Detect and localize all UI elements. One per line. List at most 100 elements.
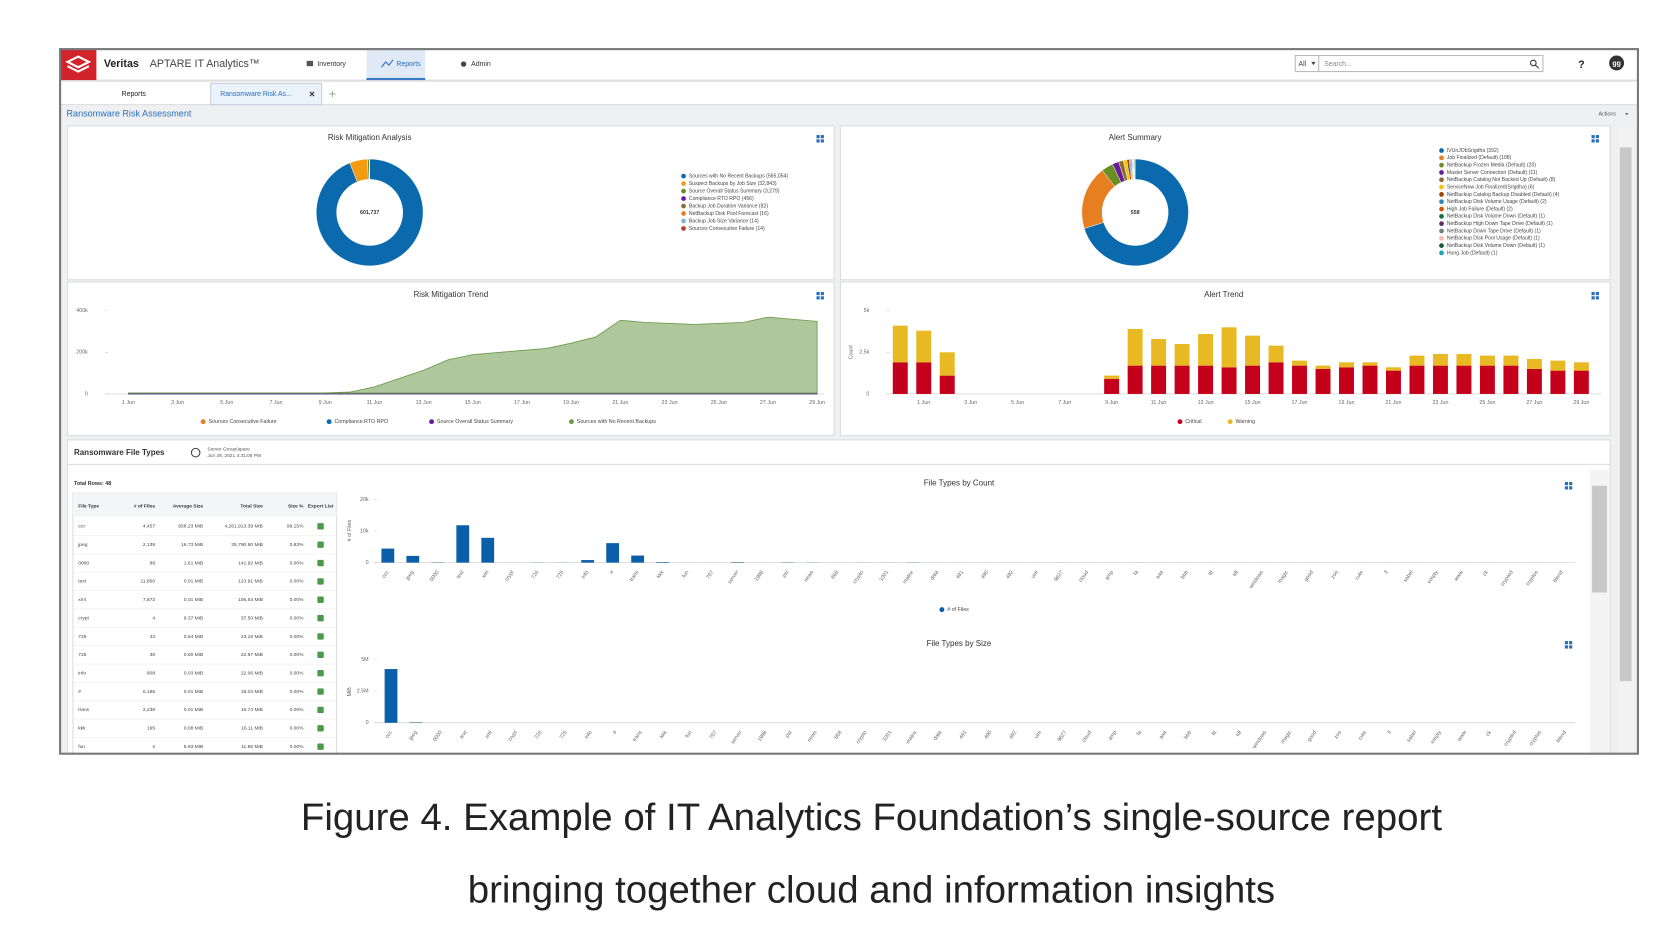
bar[interactable] (1550, 370, 1566, 394)
bar[interactable] (1503, 365, 1519, 394)
bar[interactable] (1526, 358, 1542, 369)
export-icon[interactable] (317, 725, 324, 732)
legend-label[interactable]: Warning (1235, 419, 1255, 425)
bar[interactable] (1221, 367, 1237, 394)
expand-icon[interactable] (820, 296, 824, 300)
bar[interactable] (1339, 367, 1354, 394)
legend-label[interactable]: NetBackup Disk Pool Usage (Default) (1) (1447, 236, 1540, 242)
expand-icon[interactable] (1564, 482, 1569, 486)
legend-label[interactable]: Source Overall Status Summary (3,279) (689, 188, 780, 194)
expand-icon[interactable] (1595, 291, 1599, 296)
bar[interactable] (1245, 365, 1261, 394)
bar[interactable] (381, 548, 395, 563)
bar[interactable] (1526, 368, 1542, 394)
export-icon[interactable] (317, 706, 324, 714)
bar[interactable] (1386, 370, 1401, 394)
expand-icon[interactable] (1595, 296, 1599, 300)
bar[interactable] (1127, 365, 1143, 394)
legend-label[interactable]: NetBackup High Down Tape Drive (Default)… (1447, 221, 1553, 227)
search-icon[interactable] (1530, 59, 1537, 67)
bar[interactable] (1198, 365, 1214, 394)
bar[interactable] (384, 669, 398, 723)
legend-label[interactable]: # of Files (947, 607, 969, 613)
bar[interactable] (939, 352, 955, 376)
bar[interactable] (1386, 367, 1401, 371)
export-icon[interactable] (317, 651, 324, 659)
expand-icon[interactable] (1591, 139, 1595, 143)
legend-label[interactable]: Suspect Backups by Job Size (32,843) (689, 181, 777, 187)
bar[interactable] (1550, 360, 1566, 371)
scrollbar-thumb[interactable] (1592, 485, 1607, 593)
legend-label[interactable]: Sources Consecutive Failure (14) (689, 226, 765, 232)
bar[interactable] (1245, 335, 1261, 366)
bar[interactable] (1174, 365, 1190, 394)
legend-label[interactable]: NetBackup Catalog Backup Disabled (Defau… (1447, 192, 1560, 198)
expand-icon[interactable] (1591, 291, 1595, 296)
expand-icon[interactable] (1595, 139, 1599, 143)
legend-label[interactable]: Compliance RTO RPO (456) (689, 196, 754, 202)
bar[interactable] (1198, 333, 1214, 366)
refresh-icon[interactable] (190, 447, 201, 458)
bar[interactable] (1409, 355, 1425, 366)
legend-label[interactable]: Master Server Connection (Default) (11) (1447, 170, 1538, 176)
bar[interactable] (939, 375, 955, 394)
expand-icon[interactable] (1591, 296, 1595, 300)
bar[interactable] (1268, 362, 1284, 394)
bar[interactable] (1104, 375, 1120, 379)
bar[interactable] (656, 561, 670, 563)
expand-icon[interactable] (1595, 135, 1599, 139)
legend-label[interactable]: Sources with No Recent Backups (565,054) (689, 174, 788, 180)
nav-item[interactable]: Admin (471, 61, 491, 68)
expand-icon[interactable] (1564, 641, 1569, 645)
expand-icon[interactable] (816, 139, 820, 143)
legend-label[interactable]: Critical (1185, 419, 1201, 425)
legend-label[interactable]: IVUnJObSrigdha (392) (1447, 148, 1499, 154)
legend-label[interactable]: ServiceNow Job Finalized(Srigdha) (6) (1447, 184, 1535, 190)
bar[interactable] (1315, 365, 1331, 369)
expand-icon[interactable] (820, 139, 824, 143)
donut-segment[interactable] (1083, 158, 1189, 267)
legend-label[interactable]: Backup Job Duration Variance (82) (689, 203, 768, 209)
expand-icon[interactable] (1591, 135, 1595, 139)
donut-segment[interactable] (1134, 158, 1136, 180)
bar[interactable] (916, 362, 932, 394)
bar[interactable] (1292, 365, 1307, 394)
legend-label[interactable]: NetBackup Disk Volume Usage (Default) (2… (1447, 199, 1547, 205)
legend-label[interactable]: Hung Job (Default) (1) (1447, 250, 1498, 256)
nav-item[interactable]: Reports (396, 61, 421, 68)
tab[interactable]: Ransomware Risk As... (220, 91, 292, 98)
bar[interactable] (1127, 328, 1143, 366)
expand-icon[interactable] (1569, 482, 1573, 486)
expand-icon[interactable] (816, 296, 820, 300)
bar[interactable] (406, 555, 420, 563)
expand-icon[interactable] (816, 135, 820, 139)
expand-icon[interactable] (1569, 641, 1573, 645)
expand-icon[interactable] (1569, 645, 1573, 649)
bar[interactable] (1362, 362, 1378, 366)
legend-label[interactable]: NetBackup Down Tape Drive (Default) (1) (1447, 228, 1541, 234)
bar[interactable] (1151, 365, 1167, 394)
tab-add[interactable] (329, 90, 336, 98)
export-icon[interactable] (317, 670, 324, 677)
export-icon[interactable] (317, 541, 324, 548)
bar[interactable] (1456, 365, 1472, 394)
export-icon[interactable] (317, 688, 324, 695)
bar[interactable] (1292, 360, 1307, 366)
expand-icon[interactable] (820, 291, 824, 296)
export-icon[interactable] (317, 559, 324, 567)
legend-label[interactable]: Sources Consecutive Failure (208, 419, 276, 425)
search-placeholder[interactable]: Search... (1324, 61, 1352, 68)
tab-close[interactable] (309, 91, 315, 97)
export-icon[interactable] (317, 743, 324, 750)
legend-label[interactable]: Job Finalized (Default) (108) (1447, 155, 1512, 161)
donut-segment[interactable] (316, 158, 424, 267)
legend-label[interactable]: Source Overall Status Summary (437, 419, 513, 425)
bar[interactable] (1573, 370, 1589, 394)
legend-label[interactable]: NetBackup Frozen Media (Default) (20) (1447, 163, 1536, 169)
expand-icon[interactable] (820, 135, 824, 139)
legend-label[interactable]: NetBackup Disk Pool Forecast (16) (689, 211, 769, 217)
legend-label[interactable]: NetBackup Disk Volume Down (Default) (1) (1447, 214, 1545, 220)
tab[interactable]: Reports (122, 91, 147, 98)
bar[interactable] (1339, 362, 1354, 368)
bar[interactable] (1573, 362, 1589, 371)
